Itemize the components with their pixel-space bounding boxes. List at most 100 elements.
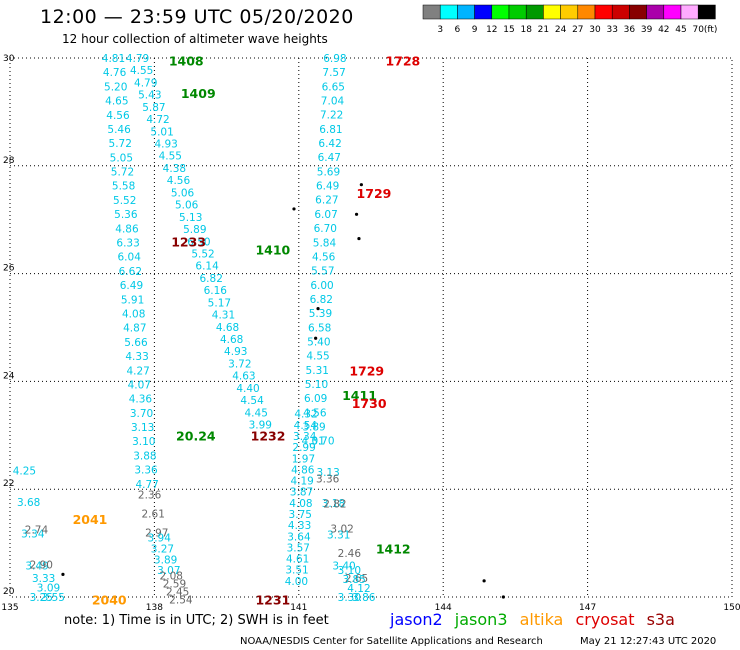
swh-value: 5.17 bbox=[208, 297, 231, 309]
pass-time-label: 1232 bbox=[251, 428, 286, 443]
pass-time-label: 1730 bbox=[352, 396, 387, 411]
legend-jason3: jason3 bbox=[454, 610, 508, 629]
pass-time-label: 1231 bbox=[255, 593, 290, 608]
pass-time-label: 1729 bbox=[357, 186, 392, 201]
lon-tick-label: 135 bbox=[1, 603, 18, 613]
swh-value: 4.31 bbox=[212, 310, 235, 322]
island-dot bbox=[359, 183, 363, 187]
swh-value: 5.87 bbox=[142, 102, 165, 114]
swh-value: 4.76 bbox=[103, 67, 127, 79]
scale-label: 45 bbox=[675, 25, 686, 35]
swh-value: 6.82 bbox=[310, 294, 333, 306]
swh-value: 2.65 bbox=[345, 573, 368, 585]
swh-value: 7.04 bbox=[321, 96, 345, 108]
swh-value: 4.32 bbox=[294, 409, 317, 421]
scale-label: 42 bbox=[658, 25, 669, 35]
swh-value: 3.72 bbox=[228, 358, 251, 370]
swh-value: 5.91 bbox=[121, 294, 144, 306]
swh-value: 4.01 bbox=[302, 436, 325, 448]
pass-time-label: 1728 bbox=[385, 54, 420, 69]
swh-value: 5.89 bbox=[183, 224, 206, 236]
swh-value: 2.99 bbox=[292, 442, 315, 454]
lon-tick-label: 138 bbox=[146, 603, 163, 613]
swh-value: 6.14 bbox=[195, 261, 219, 273]
swh-value: 6.00 bbox=[310, 280, 333, 292]
scale-label: 24 bbox=[555, 25, 567, 35]
swh-value: 3.51 bbox=[285, 565, 308, 577]
swh-value: 5.31 bbox=[306, 365, 329, 377]
lat-tick-label: 28 bbox=[3, 156, 15, 166]
swh-value: 4.00 bbox=[285, 576, 308, 588]
swh-value: 5.10 bbox=[305, 379, 328, 391]
swh-value: 3.88 bbox=[133, 450, 156, 462]
swh-value: 6.58 bbox=[308, 322, 331, 334]
swh-value: 3.25 bbox=[30, 592, 53, 604]
swh-value: 4.68 bbox=[220, 334, 243, 346]
swh-value: 5.72 bbox=[111, 167, 134, 179]
swh-value: 4.55 bbox=[159, 151, 182, 163]
swh-value: 4.77 bbox=[135, 479, 158, 491]
lon-tick-label: 141 bbox=[290, 603, 307, 613]
lon-tick-label: 150 bbox=[723, 603, 740, 613]
swh-value: 3.89 bbox=[154, 554, 177, 566]
scale-label: 21 bbox=[538, 25, 549, 35]
swh-value: 4.38 bbox=[163, 163, 186, 175]
footnote: note: 1) Time is in UTC; 2) SWH is in fe… bbox=[64, 613, 329, 628]
swh-value: 3.55 bbox=[42, 592, 65, 604]
swh-value: 4.65 bbox=[105, 96, 128, 108]
credit-date: May 21 12:27:43 UTC 2020 bbox=[580, 636, 717, 647]
swh-value: 3.94 bbox=[148, 533, 172, 545]
lon-tick-label: 147 bbox=[579, 603, 596, 613]
swh-value: 5.13 bbox=[179, 212, 202, 224]
swh-value: 6.04 bbox=[118, 252, 142, 264]
scale-label: 6 bbox=[455, 25, 461, 35]
lat-tick-label: 26 bbox=[3, 264, 15, 274]
swh-value: 2.46 bbox=[338, 548, 362, 560]
swh-value: 3.34 bbox=[21, 529, 45, 541]
island-dot bbox=[501, 595, 505, 599]
swh-value: 5.06 bbox=[175, 200, 199, 212]
swh-value: 5.20 bbox=[104, 81, 127, 93]
swh-value: 4.55 bbox=[130, 65, 153, 77]
swh-value: 5.72 bbox=[109, 138, 132, 150]
island-dot bbox=[316, 307, 320, 311]
swh-value: 3.33 bbox=[32, 573, 55, 585]
swh-value: 4.72 bbox=[146, 114, 169, 126]
scale-unit: (ft) bbox=[704, 25, 718, 35]
swh-value: 5.66 bbox=[124, 337, 148, 349]
swh-value: 6.82 bbox=[200, 273, 223, 285]
swh-value: 3.87 bbox=[290, 487, 313, 499]
swh-value: 4.93 bbox=[224, 346, 247, 358]
swh-value: 4.54 bbox=[240, 395, 264, 407]
swh-value: 4.33 bbox=[288, 520, 311, 532]
swh-value: 2.54 bbox=[169, 595, 193, 607]
swh-value: 4.40 bbox=[236, 383, 259, 395]
swh-value: 4.63 bbox=[232, 371, 255, 383]
swh-value: 3.86 bbox=[352, 592, 376, 604]
swh-value: 5.58 bbox=[112, 181, 135, 193]
swh-value: 3.40 bbox=[332, 561, 355, 573]
swh-value: 6.47 bbox=[318, 152, 341, 164]
swh-value: 3.02 bbox=[330, 523, 353, 535]
scale-label: 12 bbox=[486, 25, 497, 35]
swh-value: 4.79 bbox=[126, 53, 149, 65]
satellite-legend: jason2 jason3 altika cryosat s3a bbox=[390, 610, 682, 629]
swh-value: 5.69 bbox=[317, 166, 340, 178]
swh-value: 3.10 bbox=[132, 436, 155, 448]
swh-value: 3.75 bbox=[289, 509, 312, 521]
swh-value: 4.93 bbox=[154, 139, 177, 151]
swh-value: 4.61 bbox=[286, 554, 309, 566]
swh-value: 5.43 bbox=[138, 90, 161, 102]
swh-value: 3.85 bbox=[342, 574, 365, 586]
island-dot bbox=[61, 572, 65, 576]
swh-value: 3.64 bbox=[287, 531, 311, 543]
swh-value: 3.49 bbox=[25, 560, 48, 572]
swh-value: 1.97 bbox=[292, 453, 315, 465]
swh-value: 6.33 bbox=[116, 238, 139, 250]
swh-value: 4.86 bbox=[291, 464, 315, 476]
swh-value: 5.46 bbox=[107, 124, 131, 136]
pass-time-label: 2041 bbox=[73, 512, 108, 527]
swh-value: 4.56 bbox=[167, 175, 191, 187]
scale-label: 3 bbox=[437, 25, 443, 35]
